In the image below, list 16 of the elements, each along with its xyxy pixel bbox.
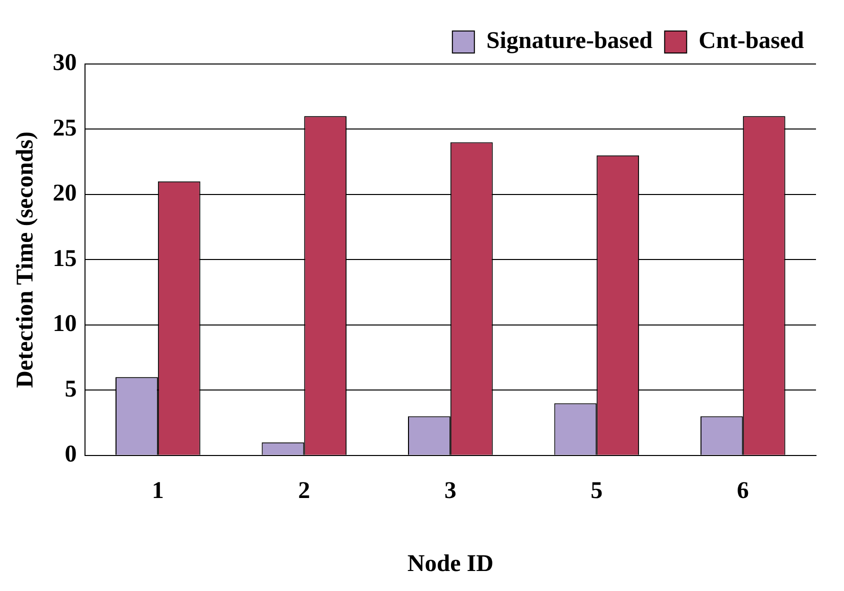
x-tick-label: 3: [444, 478, 456, 504]
x-tick-label: 1: [152, 478, 164, 504]
y-tick-label: 20: [52, 180, 77, 207]
y-tick-label: 0: [64, 442, 77, 468]
x-axis-title: Node ID: [407, 550, 494, 577]
x-tick-label: 5: [590, 478, 603, 504]
x-tick-label: 2: [298, 478, 310, 504]
y-tick-label: 30: [52, 50, 77, 76]
legend-label: Signature-based: [486, 28, 654, 54]
y-tick-label: 10: [52, 311, 77, 338]
y-tick-label: 5: [64, 376, 77, 402]
y-axis-title: Detection Time (seconds): [12, 131, 39, 388]
legend-label: Cnt-based: [698, 28, 805, 54]
y-tick-label: 25: [52, 115, 77, 142]
y-tick-label: 15: [52, 246, 77, 272]
x-tick-label: 6: [736, 478, 749, 504]
